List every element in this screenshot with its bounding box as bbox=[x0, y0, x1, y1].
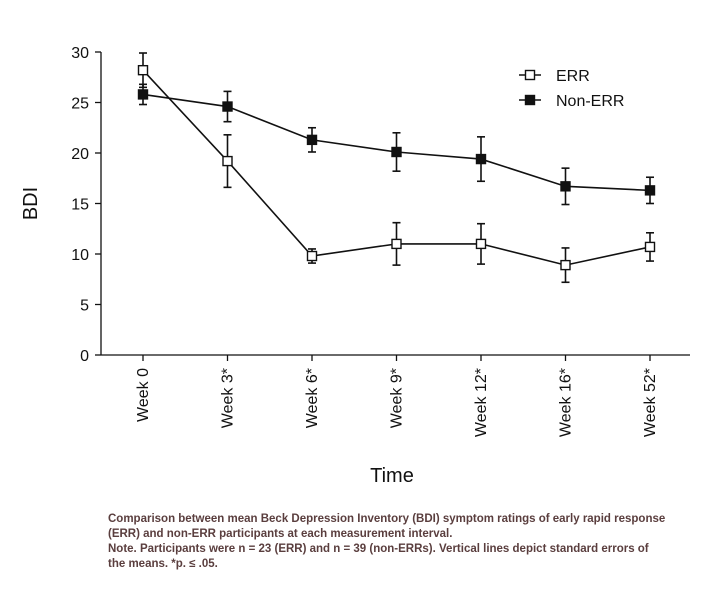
data-point-err bbox=[475, 238, 487, 250]
data-point-err bbox=[644, 241, 656, 253]
y-tick-label: 25 bbox=[71, 96, 89, 113]
data-point-err bbox=[306, 250, 318, 262]
x-tick-label: Week 12* bbox=[473, 368, 490, 437]
caption-description: Comparison between mean Beck Depression … bbox=[108, 513, 666, 540]
data-point-non-err bbox=[222, 101, 233, 112]
x-tick-label: Week 6* bbox=[304, 368, 321, 428]
legend-label: ERR bbox=[556, 68, 590, 85]
y-tick-label: 10 bbox=[71, 247, 89, 264]
legend-marker bbox=[524, 94, 536, 106]
data-point-err bbox=[391, 238, 402, 250]
x-tick-label: Week 0 bbox=[135, 368, 152, 422]
legend-label: Non-ERR bbox=[556, 93, 624, 110]
y-tick-label: 20 bbox=[71, 146, 89, 163]
y-axis-title: BDI bbox=[20, 187, 42, 220]
line-chart: 0 5 10 15 20 25 30 Week 0 Week 3* Week 6* Week 9* W… bbox=[20, 45, 690, 487]
legend-marker bbox=[524, 69, 536, 81]
data-point-non-err bbox=[137, 89, 149, 100]
y-tick-label: 15 bbox=[71, 197, 89, 214]
data-point-non-err bbox=[306, 134, 318, 146]
x-tick-label: Week 16* bbox=[558, 368, 575, 437]
caption-note: Note. Participants were n = 23 (ERR) and… bbox=[108, 543, 649, 570]
data-point-non-err bbox=[644, 185, 656, 196]
data-point-err bbox=[137, 64, 149, 76]
x-tick-label: Week 9* bbox=[389, 368, 406, 428]
data-point-non-err bbox=[391, 146, 402, 158]
y-tick-label: 0 bbox=[80, 348, 89, 365]
data-point-non-err bbox=[560, 181, 571, 192]
figure-caption: Comparison between mean Beck Depression … bbox=[108, 512, 668, 572]
data-point-non-err bbox=[475, 153, 487, 165]
x-tick-label: Week 3* bbox=[220, 368, 237, 428]
data-point-err bbox=[222, 155, 233, 167]
data-point-err bbox=[560, 259, 571, 271]
x-tick-label: Week 52* bbox=[642, 368, 659, 437]
y-tick-label: 30 bbox=[71, 45, 89, 62]
x-axis-title: Time bbox=[370, 465, 414, 487]
y-tick-label: 5 bbox=[80, 298, 89, 315]
